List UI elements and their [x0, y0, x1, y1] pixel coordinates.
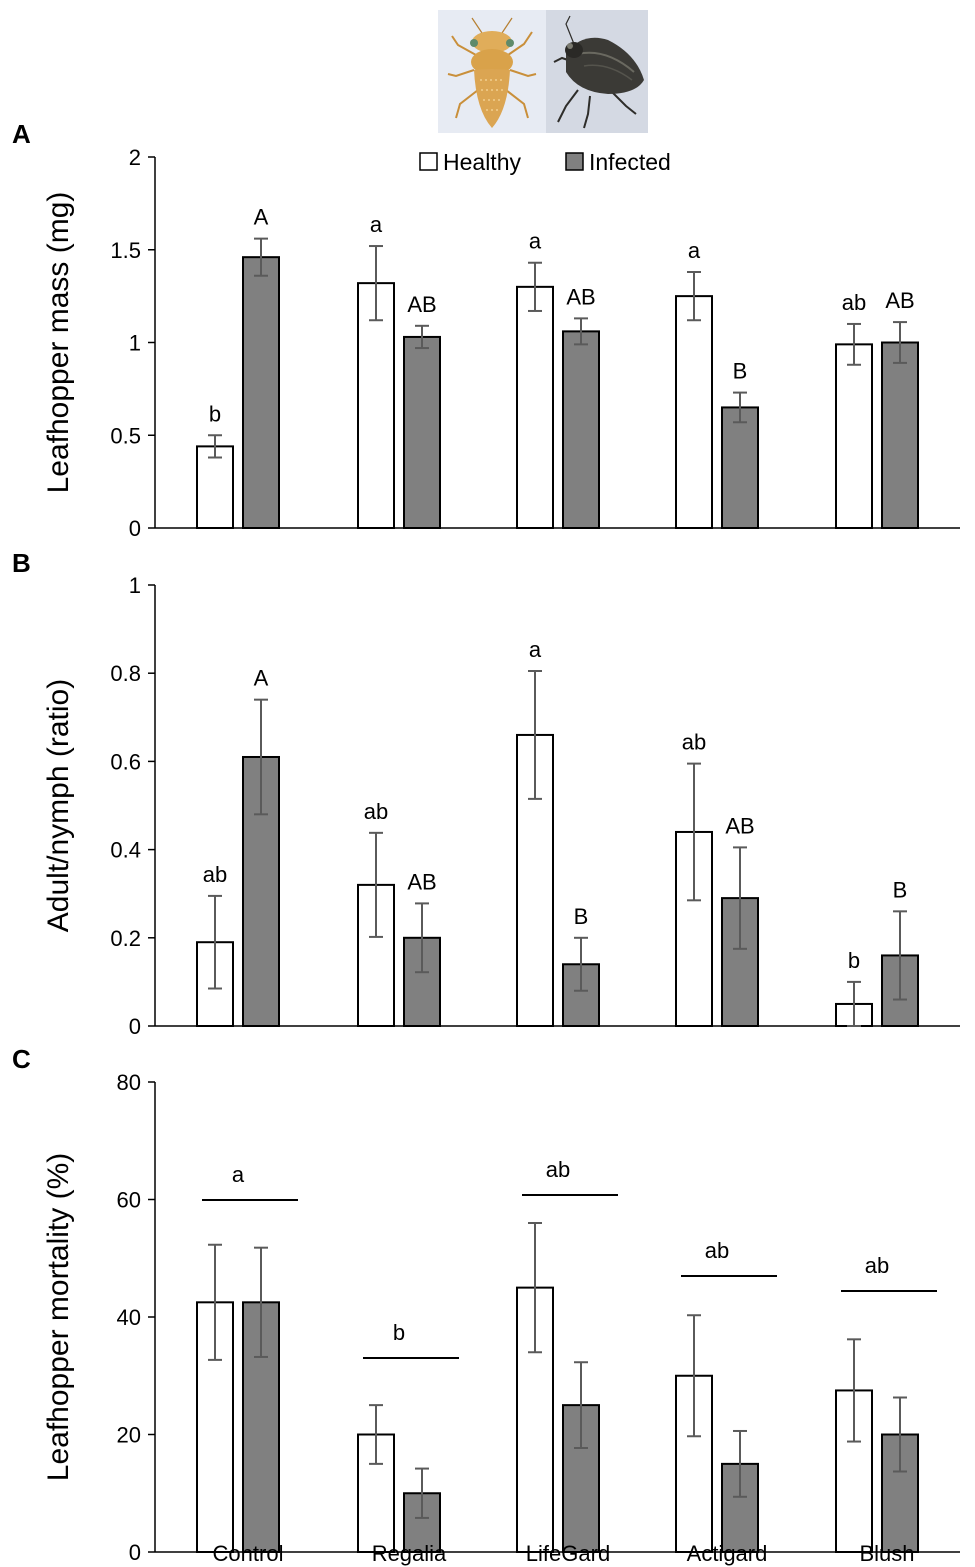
panel-a-significance-letter: a [529, 229, 542, 254]
panel-c-x-tick-label: Blush [859, 1541, 914, 1566]
panel-b-significance-letter: B [893, 877, 908, 902]
panel-b-y-tick-label: 0 [129, 1014, 141, 1039]
panel-c-group-letter: b [393, 1320, 405, 1345]
panel-a-bar-healthy-control [196, 445, 234, 530]
panel-a-significance-letter: a [370, 212, 383, 237]
panel-a-y-tick-label: 1.5 [110, 238, 141, 263]
panel-c-letter: C [12, 1044, 31, 1074]
panel-a-bar-infected-actigard [721, 406, 759, 529]
panel-c-y-tick-label: 60 [117, 1188, 141, 1213]
panel-a-bar-infected-blush [881, 341, 919, 529]
panel-b-y-tick-label: 0.6 [110, 749, 141, 774]
panel-a-significance-letter: b [209, 401, 221, 426]
panel-b-y-tick-label: 1 [129, 573, 141, 598]
legend-healthy-swatch [419, 152, 438, 171]
panel-a-bar-infected-control [242, 256, 280, 529]
panel-a-bar-healthy-lifegard [516, 285, 554, 529]
panel-c-group-letter: ab [865, 1253, 889, 1278]
legend-healthy-label: Healthy [443, 149, 521, 175]
panel-c-x-tick-label: LifeGard [526, 1541, 610, 1566]
insect-photos [438, 10, 648, 133]
panel-a-significance-letter: AB [407, 292, 436, 317]
panel-a-significance-letter: A [254, 205, 269, 230]
panel-a-y-tick-label: 1 [129, 331, 141, 356]
panel-a-letter: A [12, 119, 31, 149]
panel-a-bar-infected-lifegard [562, 330, 600, 529]
panel-b-letter: B [12, 548, 31, 578]
healthy-leafhopper-photo [438, 10, 546, 133]
infected-leafhopper-photo [546, 10, 648, 133]
panel-b-y-tick-label: 0.2 [110, 926, 141, 951]
panel-c-group-letter: ab [705, 1238, 729, 1263]
panel-b-y-tick-label: 0.4 [110, 838, 141, 863]
panel-c-y-tick-label: 40 [117, 1305, 141, 1330]
panel-a-significance-letter: AB [885, 288, 914, 313]
panel-b-y-axis-label: Adult/nymph (ratio) [42, 679, 75, 932]
panel-b-significance-letter: B [574, 904, 589, 929]
panel-b-significance-letter: a [529, 637, 542, 662]
panel-a-bar-infected-regalia [403, 335, 441, 529]
panel-b-significance-letter: A [254, 666, 269, 691]
panel-c-group-letter: a [232, 1162, 245, 1187]
panel-b-significance-letter: ab [203, 862, 227, 887]
panel-a-y-tick-label: 0.5 [110, 423, 141, 448]
panel-a-significance-letter: a [688, 238, 701, 263]
panel-a-significance-letter: B [733, 359, 748, 384]
panel-c-y-tick-label: 80 [117, 1070, 141, 1095]
panel-a-y-tick-label: 0 [129, 516, 141, 541]
panel-b-significance-letter: AB [725, 813, 754, 838]
legend-infected-swatch [565, 152, 584, 171]
panel-a-significance-letter: AB [566, 284, 595, 309]
panel-a-bar-healthy-blush [835, 343, 873, 530]
legend-infected-label: Infected [589, 149, 671, 175]
panel-b-significance-letter: ab [364, 799, 388, 824]
panel-c-x-tick-label: Actigard [687, 1541, 768, 1566]
panel-c-group-letter: ab [546, 1157, 570, 1182]
panel-a-y-axis-label: Leafhopper mass (mg) [42, 192, 75, 494]
panel-c-x-tick-label: Control [213, 1541, 284, 1566]
panel-b-y-tick-label: 0.8 [110, 661, 141, 686]
panel-c-x-tick-label: Regalia [372, 1541, 447, 1566]
panel-a-y-tick-label: 2 [129, 145, 141, 170]
panel-c-bar-healthy-control [196, 1301, 234, 1553]
panel-c-y-tick-label: 0 [129, 1540, 141, 1565]
panel-b-significance-letter: ab [682, 730, 706, 755]
panel-b-significance-letter: b [848, 948, 860, 973]
panel-a-bar-healthy-actigard [675, 295, 713, 529]
panel-b-significance-letter: AB [407, 869, 436, 894]
panel-a-significance-letter: ab [842, 290, 866, 315]
panel-c-y-tick-label: 20 [117, 1423, 141, 1448]
panel-c-y-axis-label: Leafhopper mortality (%) [42, 1153, 75, 1481]
